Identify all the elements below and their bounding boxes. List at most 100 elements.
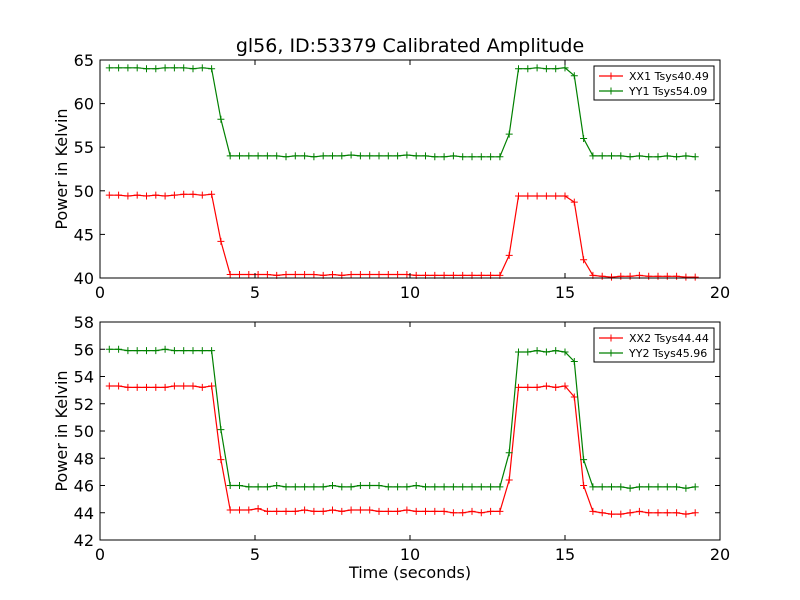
data-point <box>673 483 681 491</box>
y-tick-label: 56 <box>74 340 94 359</box>
data-point <box>422 483 429 491</box>
data-point <box>645 153 653 161</box>
data-point <box>356 152 364 160</box>
data-point <box>291 271 299 279</box>
data-point <box>105 64 113 72</box>
data-point <box>440 153 448 161</box>
data-point <box>189 190 197 198</box>
data-point <box>189 347 197 355</box>
data-point <box>170 347 178 355</box>
data-point <box>403 506 411 514</box>
data-point <box>394 271 402 279</box>
data-point <box>654 153 662 161</box>
data-point <box>254 505 262 513</box>
data-point <box>691 509 699 517</box>
data-point <box>366 506 374 514</box>
data-point <box>189 382 197 390</box>
data-point <box>422 507 429 515</box>
data-point <box>552 383 560 391</box>
data-point <box>282 271 290 279</box>
data-point <box>626 153 634 161</box>
data-point <box>515 192 522 200</box>
data-point <box>208 382 216 390</box>
data-point <box>254 483 262 491</box>
data-point <box>180 190 188 198</box>
data-point <box>170 64 178 72</box>
data-point <box>580 482 588 489</box>
data-point <box>236 506 243 514</box>
data-point <box>608 483 615 491</box>
data-point <box>208 190 216 198</box>
data-point <box>505 251 513 259</box>
data-point <box>487 483 495 491</box>
data-point <box>524 65 532 73</box>
y-tick-label: 50 <box>74 422 94 441</box>
data-point <box>282 483 290 491</box>
data-point <box>180 64 188 72</box>
data-point <box>366 152 374 160</box>
data-point <box>682 273 690 281</box>
data-point <box>459 509 467 517</box>
legend-marker <box>607 334 615 342</box>
data-point <box>673 153 681 161</box>
data-point <box>180 382 188 390</box>
data-point <box>617 483 625 491</box>
data-point <box>375 482 383 489</box>
data-point <box>561 348 569 356</box>
y-tick-label: 45 <box>74 225 94 244</box>
data-point <box>143 347 150 355</box>
data-point <box>608 152 615 160</box>
x-tick-label: 10 <box>400 545 420 564</box>
data-point <box>319 152 327 160</box>
data-point <box>217 237 225 245</box>
data-point <box>663 272 671 280</box>
data-point <box>208 347 216 355</box>
data-point <box>431 153 439 161</box>
y-tick-label: 48 <box>74 449 94 468</box>
y-axis-label: Power in Kelvin <box>52 108 71 229</box>
data-point <box>449 483 457 491</box>
y-tick-label: 46 <box>74 477 94 496</box>
data-point <box>384 507 392 515</box>
data-point <box>384 271 392 279</box>
data-point <box>403 151 411 159</box>
data-point <box>124 64 132 72</box>
data-point <box>431 507 439 515</box>
data-point <box>608 510 615 518</box>
series-line-2 <box>109 67 696 158</box>
data-point <box>515 383 522 391</box>
y-tick-label: 55 <box>74 138 94 157</box>
data-point <box>477 483 485 491</box>
data-point <box>570 393 578 401</box>
data-point <box>384 483 392 491</box>
data-point <box>133 191 141 199</box>
data-point <box>273 507 281 515</box>
data-point <box>635 152 643 160</box>
y-tick-label: 40 <box>74 269 94 288</box>
data-point <box>236 271 243 279</box>
data-point <box>598 483 606 491</box>
legend-box <box>593 65 715 101</box>
data-point <box>524 383 532 391</box>
data-point <box>133 347 141 355</box>
data-point <box>208 65 216 73</box>
data-point <box>682 152 690 160</box>
data-point <box>105 191 113 199</box>
data-point <box>338 507 346 515</box>
data-point <box>598 272 606 280</box>
data-point <box>319 507 327 515</box>
data-point <box>477 153 485 161</box>
data-point <box>273 482 281 489</box>
data-point <box>552 65 560 73</box>
data-point <box>440 483 448 491</box>
data-point <box>329 506 336 514</box>
data-point <box>589 507 597 515</box>
x-tick-label: 0 <box>95 283 105 302</box>
data-point <box>468 153 476 161</box>
data-point <box>515 348 522 356</box>
y-tick-label: 58 <box>74 313 94 332</box>
x-tick-label: 15 <box>555 545 575 564</box>
data-point <box>198 64 206 72</box>
data-point <box>115 191 123 199</box>
